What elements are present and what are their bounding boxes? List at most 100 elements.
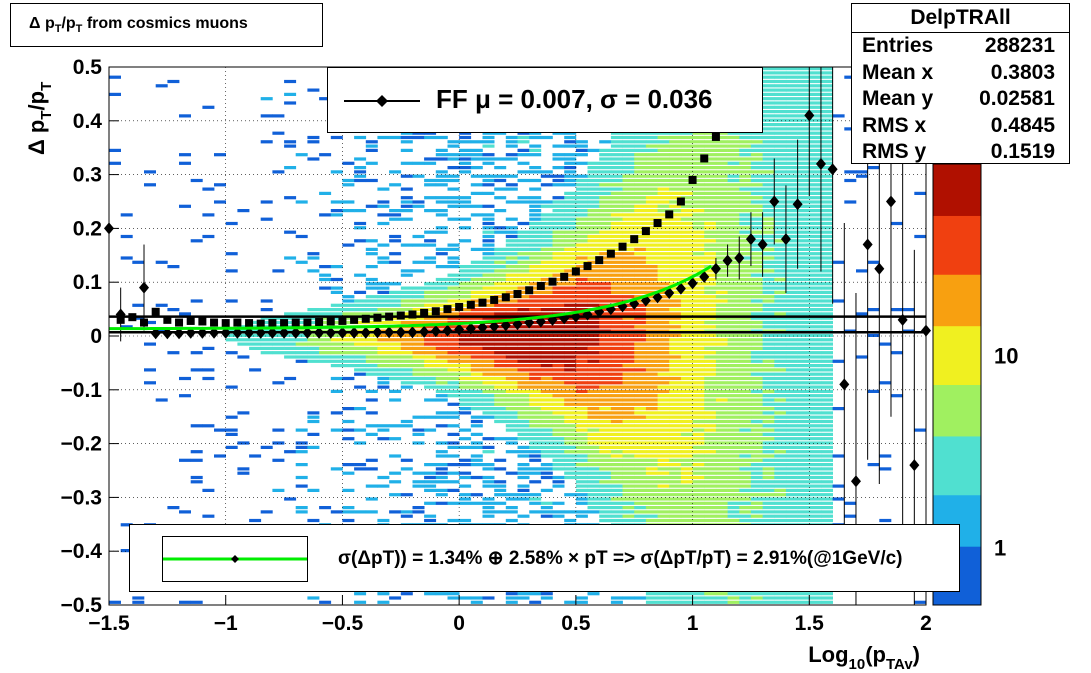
heat-cell	[750, 454, 763, 458]
heat-cell	[809, 428, 822, 432]
heat-cell	[645, 394, 658, 398]
heat-cell	[634, 376, 647, 381]
heat-cell	[564, 295, 577, 299]
heat-cell	[482, 394, 495, 398]
heat-cell	[389, 596, 402, 600]
heat-cell	[249, 333, 262, 337]
heat-cell	[774, 600, 787, 604]
heat-cell	[284, 346, 297, 350]
diamond-point	[314, 326, 325, 339]
heat-cell	[809, 493, 822, 497]
heat-cell	[704, 600, 717, 604]
heat-cell	[645, 320, 658, 325]
heat-cell	[365, 368, 378, 372]
heat-cell	[400, 290, 413, 294]
heat-cell	[657, 407, 670, 411]
heat-cell	[715, 389, 728, 393]
heat-cell	[505, 342, 518, 346]
heat-cell	[669, 497, 682, 501]
heat-cell	[470, 295, 483, 299]
heat-cell	[587, 312, 600, 316]
heat-cell	[622, 166, 635, 170]
heat-cell	[447, 592, 460, 596]
heat-cell	[494, 273, 507, 277]
heat-cell	[774, 217, 787, 221]
heat-cell	[494, 385, 507, 389]
square-point	[408, 310, 417, 319]
heat-cell	[295, 450, 308, 454]
heat-cell	[669, 170, 682, 174]
heat-cell	[144, 368, 156, 372]
heat-cell	[599, 200, 612, 204]
heat-cell	[739, 411, 752, 415]
heat-cell	[797, 402, 810, 406]
heat-cell	[482, 359, 495, 363]
heat-cell	[715, 501, 728, 505]
heat-cell	[645, 308, 658, 312]
heat-cell	[400, 308, 413, 312]
heat-cell	[389, 282, 402, 286]
heat-cell	[832, 454, 845, 458]
heat-cell	[739, 243, 752, 247]
diamond-point	[302, 326, 313, 339]
heat-cell	[435, 178, 448, 183]
heat-cell	[774, 428, 787, 432]
heat-cell	[225, 252, 238, 256]
heat-cell	[774, 196, 787, 200]
heat-cell	[657, 467, 670, 471]
heat-cell	[552, 200, 565, 204]
heat-cell	[692, 135, 705, 140]
heat-cell	[435, 312, 448, 316]
heat-cell	[482, 346, 495, 350]
heat-cell	[575, 308, 588, 312]
heat-cell	[774, 277, 787, 282]
square-point	[256, 319, 265, 328]
title-end: from cosmics muons	[82, 15, 248, 32]
heat-cell	[634, 256, 647, 260]
heat-cell	[797, 230, 810, 234]
heat-cell	[540, 467, 553, 471]
heat-cell	[762, 191, 775, 195]
heat-cell	[564, 372, 577, 376]
heat-cell	[704, 376, 717, 381]
heat-cell	[377, 299, 390, 303]
heat-cell	[517, 346, 530, 350]
heat-cell	[657, 445, 670, 449]
heat-cell	[354, 312, 367, 316]
heat-cell	[762, 123, 775, 127]
heat-cell	[692, 290, 705, 294]
heat-cell	[645, 467, 658, 471]
heat-cell	[319, 600, 332, 604]
heat-cell	[774, 118, 787, 122]
heat-cell	[785, 514, 798, 518]
heat-cell	[494, 256, 507, 260]
heat-cell	[494, 368, 507, 372]
heat-cell	[319, 286, 332, 290]
heat-cell	[762, 364, 775, 368]
heat-cell	[785, 325, 798, 329]
heat-cell	[552, 402, 565, 406]
heat-cell	[692, 514, 705, 518]
heat-cell	[540, 368, 553, 372]
heat-cell	[750, 299, 763, 303]
heat-cell	[622, 359, 635, 363]
heat-cell	[715, 226, 728, 230]
heat-cell	[260, 351, 273, 355]
heat-cell	[179, 376, 191, 381]
heat-cell	[692, 351, 705, 355]
palette-band	[933, 509, 981, 518]
heat-cell	[680, 402, 693, 406]
heat-cell	[680, 148, 693, 152]
heat-cell	[342, 364, 355, 368]
heat-cell	[669, 256, 682, 260]
heat-cell	[669, 514, 682, 518]
heat-cell	[575, 398, 588, 402]
heat-cell	[715, 290, 728, 294]
heat-cell	[365, 312, 378, 316]
heat-cell	[354, 407, 367, 411]
heat-cell	[400, 217, 413, 221]
heat-cell	[249, 518, 262, 523]
heat-cell	[599, 488, 612, 492]
heat-cell	[599, 230, 612, 234]
heat-cell	[214, 428, 226, 432]
